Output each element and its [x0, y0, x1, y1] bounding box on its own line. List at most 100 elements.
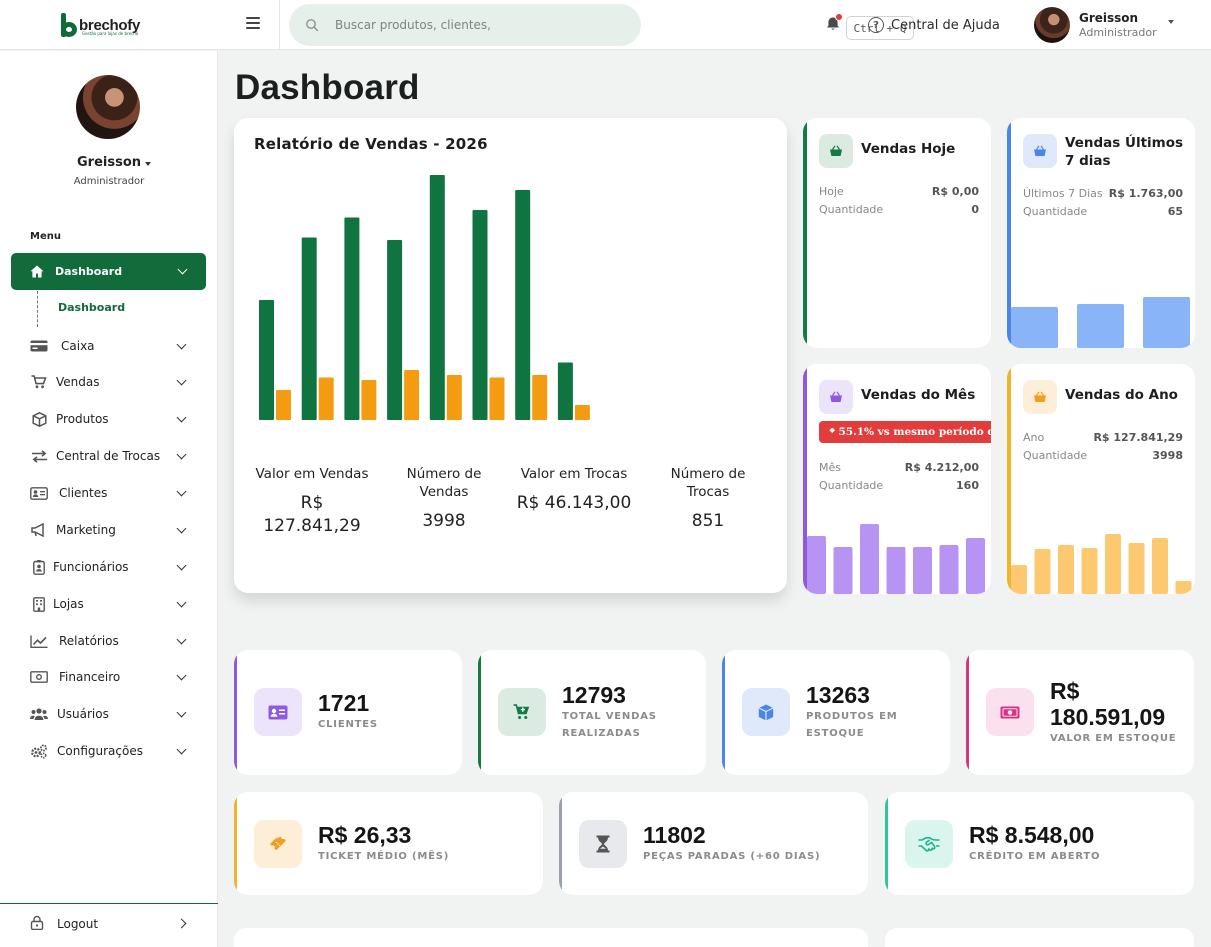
kpi-value: R$ 26,33	[318, 822, 412, 848]
chevron-down-icon[interactable]	[1168, 20, 1174, 24]
brand-logo[interactable]: brechofy Gestão para lojas de brechó	[60, 12, 140, 38]
row-value: R$ 0,00	[931, 185, 979, 198]
bar-vendas[interactable]	[344, 217, 360, 421]
sidebar-item-marketing[interactable]: Marketing	[30, 519, 190, 541]
bar-trocas[interactable]	[318, 377, 334, 421]
kpi-pecas-paradas[interactable]: 11802 PEÇAS PARADAS (+60 DIAS)	[559, 792, 868, 895]
card-vendas-hoje[interactable]: Vendas Hoje Hoje R$ 0,00 Quantidade 0	[803, 118, 991, 348]
mini-bar[interactable]	[1081, 548, 1098, 594]
bar-vendas[interactable]	[557, 362, 573, 421]
mini-bar[interactable]	[833, 547, 853, 594]
kpi-value: 12793	[562, 682, 626, 708]
search-input[interactable]	[335, 15, 535, 35]
mini-bar[interactable]	[1128, 543, 1145, 594]
chevron-down-icon	[176, 670, 187, 681]
mini-bar[interactable]	[913, 547, 932, 594]
kpi-clientes[interactable]: 1721 CLIENTES	[234, 650, 462, 775]
mini-bar[interactable]	[1143, 297, 1190, 348]
user-name: Greisson	[1079, 10, 1139, 25]
search-bar[interactable]: Ctrl + Q	[289, 4, 914, 46]
arrow-down-icon: 🠻	[829, 425, 836, 437]
hamburger-menu-icon[interactable]	[246, 17, 260, 31]
mini-bar[interactable]	[966, 538, 985, 594]
bar-trocas[interactable]	[532, 375, 548, 420]
sidebar-item-relatorios[interactable]: Relatórios	[30, 630, 190, 652]
mini-bar[interactable]	[1058, 545, 1074, 594]
mini-bar-chart	[1011, 534, 1192, 594]
sidebar-item-clientes[interactable]: Clientes	[30, 482, 190, 504]
sidebar-item-funcionarios[interactable]: Funcionários	[30, 556, 190, 578]
row-label: Ano	[1023, 431, 1045, 444]
sidebar-item-label: Vendas	[56, 375, 100, 389]
kpi-credito-aberto[interactable]: R$ 8.548,00 CRÉDITO EM ABERTO	[885, 792, 1194, 895]
sidebar-item-configuracoes[interactable]: Configurações	[30, 740, 190, 762]
bar-vendas[interactable]	[429, 175, 445, 420]
sidebar-item-dashboard[interactable]: Dashboard	[11, 253, 206, 290]
user-menu[interactable]: Greisson Administrador	[1034, 6, 1157, 44]
kpi-valor-estoque[interactable]: R$ 180.591,09 VALOR EM ESTOQUE	[966, 650, 1194, 775]
sidebar-item-caixa[interactable]: Caixa	[30, 335, 190, 357]
mini-bar[interactable]	[886, 547, 906, 594]
card-vendas-7-dias[interactable]: Vendas Últimos 7 dias Últimos 7 Dias R$ 1…	[1007, 118, 1195, 348]
brand-tagline: Gestão para lojas de brechó	[82, 31, 139, 36]
accent-bar	[966, 650, 969, 775]
sidebar-item-financeiro[interactable]: Financeiro	[30, 666, 190, 688]
card-vendas-ano[interactable]: Vendas do Ano Ano R$ 127.841,29 Quantidad…	[1007, 364, 1195, 594]
sidebar-item-label: Usuários	[57, 707, 109, 721]
mini-bar[interactable]	[1034, 549, 1051, 594]
bar-trocas[interactable]	[574, 405, 590, 420]
kpi-total-vendas[interactable]: 12793 TOTAL VENDAS REALIZADAS	[478, 650, 706, 775]
card-row: Quantidade 160	[819, 479, 979, 492]
kpi-value: 11802	[643, 822, 706, 848]
stat-label: Número de Trocas	[670, 466, 746, 500]
chevron-down-icon[interactable]	[145, 162, 151, 166]
bar-vendas[interactable]	[387, 240, 403, 420]
box-icon	[30, 411, 48, 427]
logout-button[interactable]: Logout	[30, 913, 190, 935]
kpi-caption: TICKET MÉDIO (MÊS)	[318, 851, 450, 862]
sidebar-avatar[interactable]	[76, 75, 140, 139]
kpi-ticket-medio[interactable]: R$ 26,33 TICKET MÉDIO (MÊS)	[234, 792, 543, 895]
bar-trocas[interactable]	[404, 370, 420, 420]
mini-bar[interactable]	[1011, 565, 1027, 594]
sidebar-item-lojas[interactable]: Lojas	[30, 593, 190, 615]
bar-vendas[interactable]	[515, 190, 531, 420]
mini-bar[interactable]	[939, 545, 959, 594]
sidebar-user-name[interactable]: Greisson	[76, 155, 142, 170]
kpi-value: 1721	[318, 690, 370, 716]
bar-trocas[interactable]	[276, 390, 291, 420]
kpi-value: R$ 180.591,09	[1050, 678, 1166, 730]
help-center-link[interactable]: ? Central de Ajuda	[868, 14, 1000, 36]
mini-bar[interactable]	[807, 536, 826, 594]
mini-bar[interactable]	[1175, 581, 1192, 594]
row-value: 65	[1167, 205, 1183, 218]
bar-trocas[interactable]	[489, 377, 505, 421]
bar-trocas[interactable]	[446, 375, 462, 420]
divider	[279, 0, 280, 50]
mini-bar[interactable]	[1105, 534, 1121, 594]
sidebar-user-role: Administrador	[73, 176, 145, 187]
stat-value: R$ 127.841,29	[263, 493, 361, 536]
mini-bar[interactable]	[1152, 538, 1168, 594]
report-title: Relatório de Vendas - 2026	[254, 135, 488, 153]
sidebar-item-label: Financeiro	[59, 670, 121, 684]
bar-vendas[interactable]	[301, 237, 317, 421]
bar-trocas[interactable]	[361, 380, 377, 420]
bar-vendas[interactable]	[472, 210, 488, 420]
sidebar-item-vendas[interactable]: Vendas	[30, 371, 190, 393]
kpi-produtos-estoque[interactable]: 13263 PRODUTOS EM ESTOQUE	[722, 650, 950, 775]
money-icon	[30, 670, 48, 684]
sidebar-item-usuarios[interactable]: Usuários	[30, 703, 190, 725]
mini-bar[interactable]	[860, 524, 879, 594]
kpi-caption: TOTAL VENDAS REALIZADAS	[562, 711, 657, 739]
card-vendas-mes[interactable]: Vendas do Mês 🠻 55.1% vs mesmo período do…	[803, 364, 991, 594]
sidebar-item-central-de-trocas[interactable]: Central de Trocas	[30, 445, 190, 467]
stat-value: R$ 46.143,00	[516, 493, 632, 513]
mini-bar[interactable]	[1077, 304, 1124, 348]
bar-vendas[interactable]	[259, 300, 274, 420]
mini-bar[interactable]	[1011, 307, 1058, 348]
hourglass-icon	[579, 820, 627, 868]
stat-value: 851	[691, 511, 725, 531]
sidebar-subitem-dashboard[interactable]: Dashboard	[58, 301, 126, 314]
sidebar-item-produtos[interactable]: Produtos	[30, 408, 190, 430]
